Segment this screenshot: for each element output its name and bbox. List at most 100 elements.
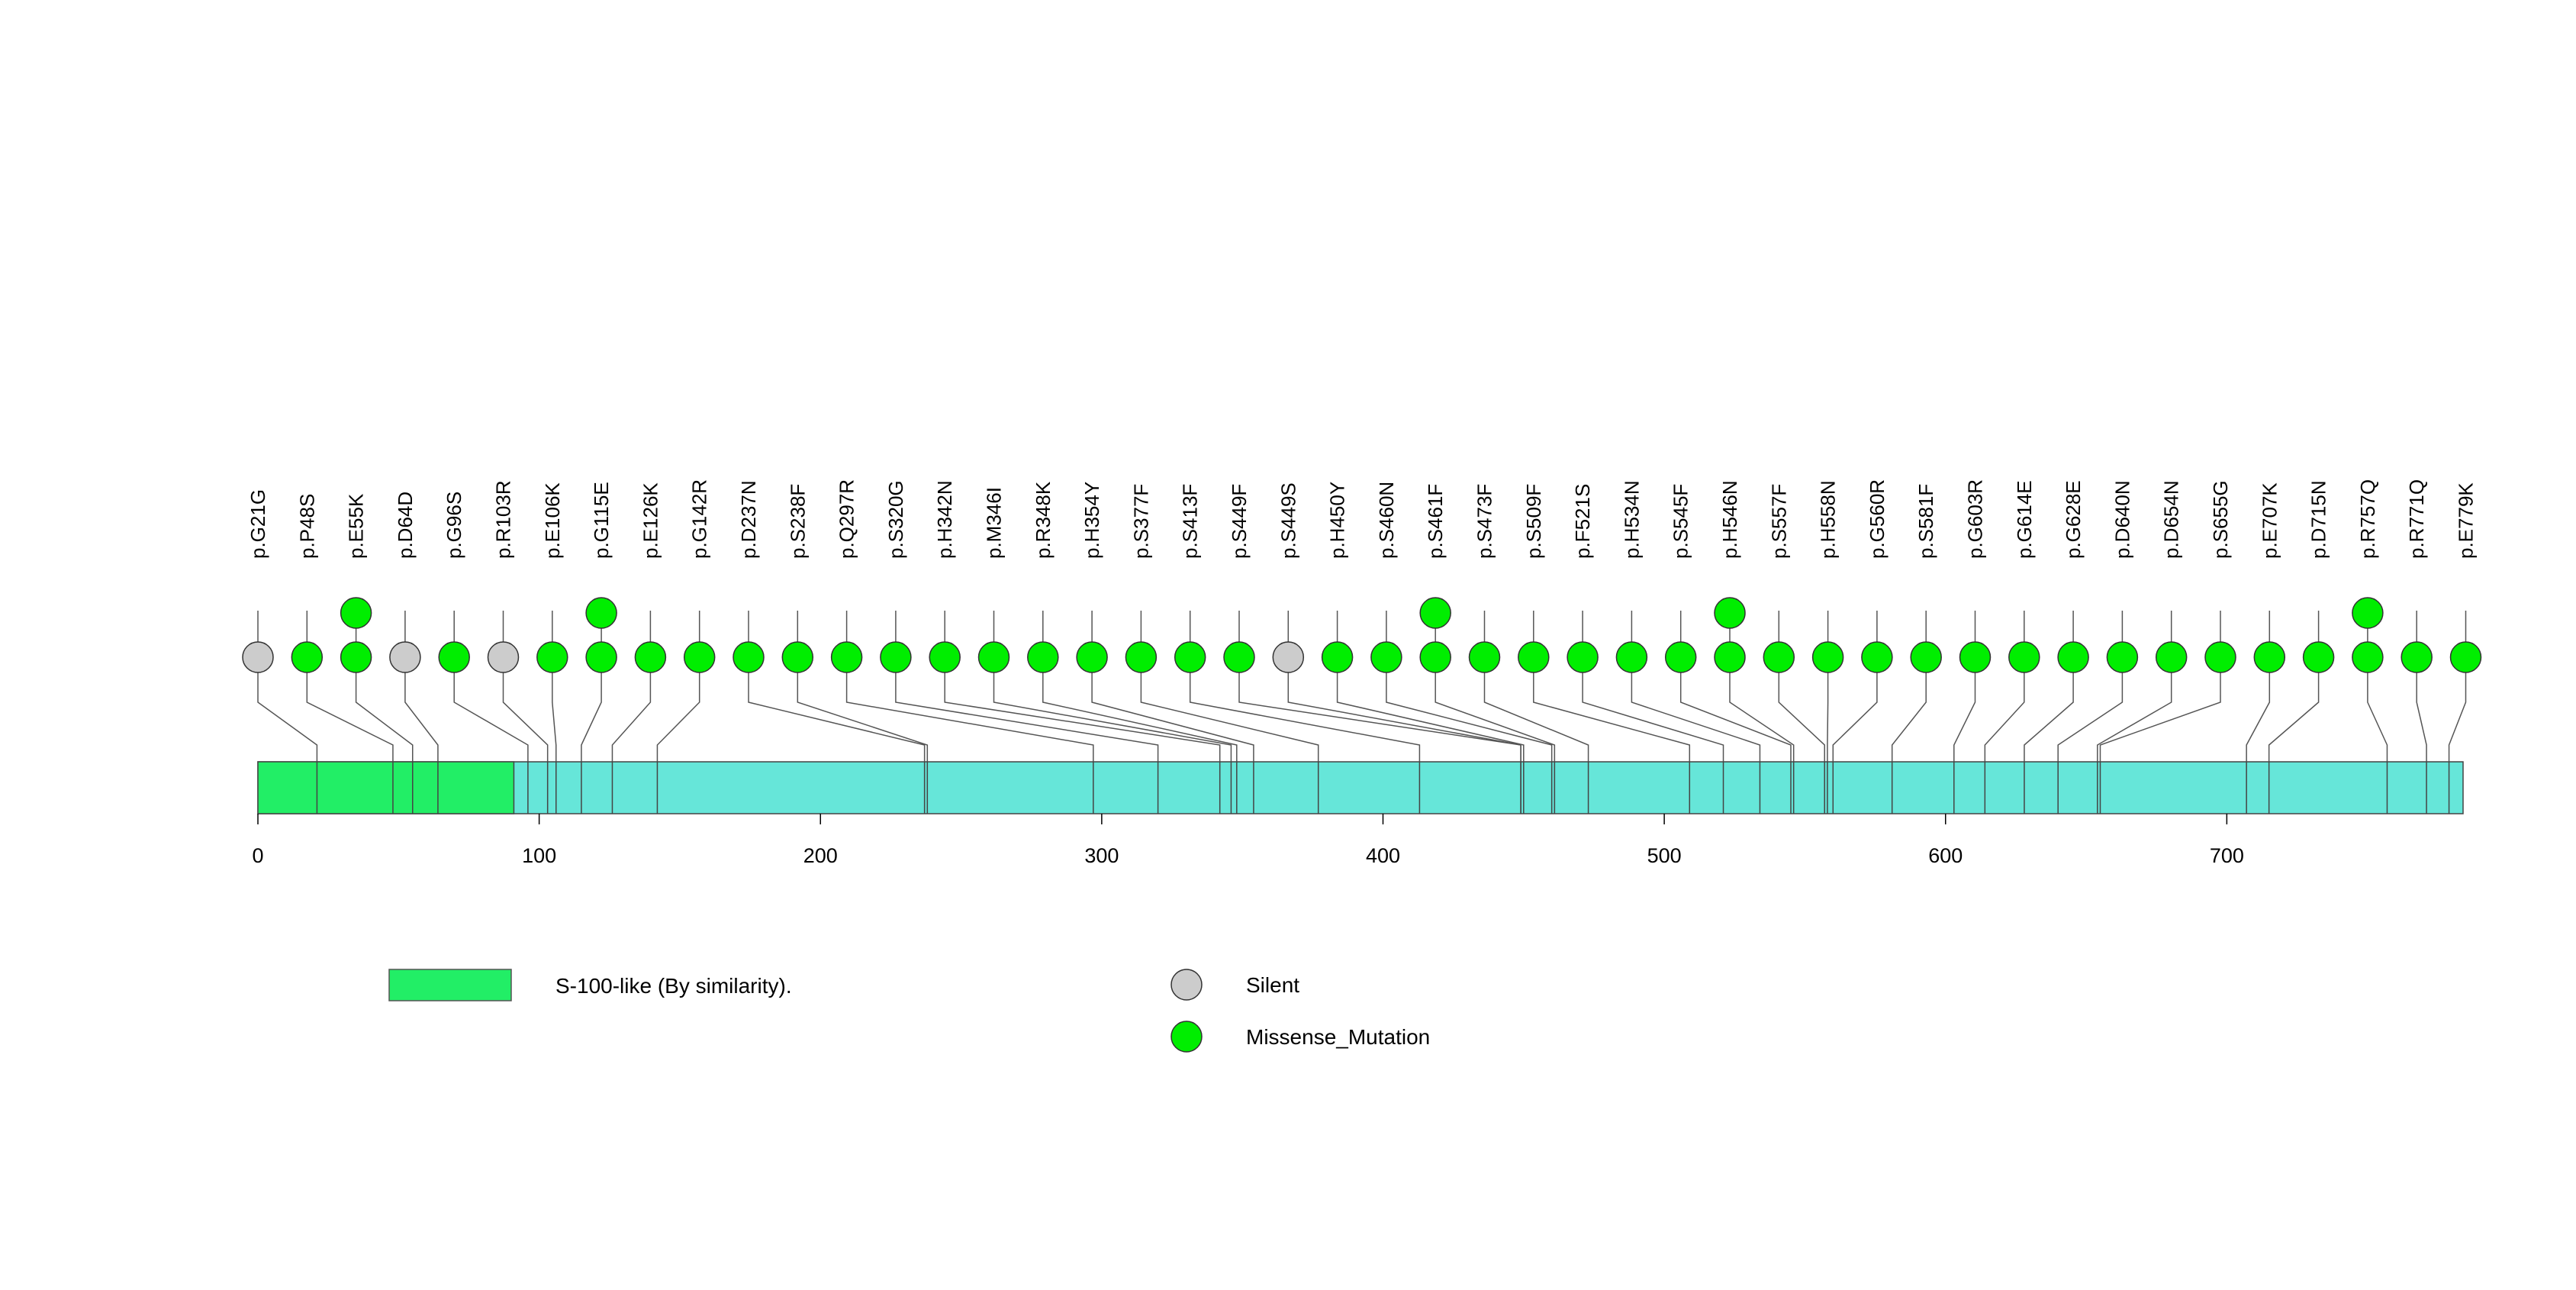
mutation-label-20: p.S449F <box>1228 484 1251 559</box>
x-tick-label-0: 0 <box>252 844 263 867</box>
connector-35 <box>1953 695 1976 762</box>
mutation-label-27: p.F521S <box>1571 484 1594 559</box>
protein-track <box>257 761 2464 814</box>
connector-5 <box>502 695 549 762</box>
mutation-marker-17-0 <box>1076 641 1108 673</box>
connector-42 <box>2268 695 2320 762</box>
mutation-label-28: p.H534N <box>1620 480 1643 559</box>
connector-21 <box>1287 695 1521 762</box>
x-tick-label-6: 600 <box>1928 844 1963 867</box>
mutation-label-4: p.G96S <box>443 492 465 559</box>
x-tick-label-1: 100 <box>522 844 556 867</box>
x-tick-label-5: 500 <box>1647 844 1682 867</box>
mutation-marker-40-0 <box>2204 641 2236 673</box>
connector-6 <box>552 695 557 762</box>
mutation-marker-7-1 <box>585 597 617 629</box>
connector-43 <box>2367 695 2388 762</box>
connector-39 <box>2097 695 2172 762</box>
mutation-label-38: p.D640N <box>2111 480 2133 559</box>
connector-29 <box>1679 695 1792 762</box>
mutation-label-45: p.E779K <box>2455 482 2478 559</box>
mutation-label-34: p.S581F <box>1914 484 1937 559</box>
mutation-label-13: p.S320G <box>884 480 907 559</box>
connector-19 <box>1189 695 1421 762</box>
mutation-label-32: p.H558N <box>1817 480 1840 559</box>
mutation-label-44: p.R771Q <box>2405 479 2428 559</box>
mutation-label-24: p.S461F <box>1424 484 1447 559</box>
mutation-marker-35-0 <box>1959 641 1992 673</box>
mutation-label-15: p.M346I <box>983 487 1006 559</box>
mutation-marker-13-0 <box>880 641 912 673</box>
mutation-marker-21-0 <box>1272 641 1305 673</box>
mutation-marker-4-0 <box>438 641 470 673</box>
mutation-marker-11-0 <box>781 641 814 673</box>
connector-0 <box>257 695 318 762</box>
connector-45 <box>2448 695 2467 762</box>
mutation-marker-1-0 <box>291 641 324 673</box>
connector-20 <box>1238 695 1521 762</box>
mutation-marker-16-0 <box>1027 641 1059 673</box>
mutation-marker-38-0 <box>2106 641 2139 673</box>
mutation-marker-25-0 <box>1468 641 1501 673</box>
mutation-label-17: p.H354Y <box>1080 482 1103 559</box>
domain-0 <box>257 761 515 814</box>
mutation-marker-28-0 <box>1615 641 1648 673</box>
mutation-label-9: p.G142R <box>688 479 711 559</box>
mutation-marker-10-0 <box>733 641 765 673</box>
mutation-marker-39-0 <box>2155 641 2188 673</box>
connector-44 <box>2416 695 2427 762</box>
mutation-marker-41-0 <box>2253 641 2286 673</box>
connector-16 <box>1042 695 1238 762</box>
mutation-marker-23-0 <box>1370 641 1402 673</box>
connector-17 <box>1091 695 1254 762</box>
connector-32 <box>1827 695 1829 762</box>
mutation-marker-19-0 <box>1174 641 1206 673</box>
mutation-label-41: p.E707K <box>2258 482 2281 559</box>
legend-type-marker-0 <box>1170 969 1203 1001</box>
mutation-marker-36-0 <box>2008 641 2040 673</box>
mutation-label-5: p.R103R <box>492 480 515 559</box>
legend-domain-label-0: S-100-like (By similarity). <box>555 974 792 998</box>
mutation-marker-12-0 <box>830 641 863 673</box>
mutation-marker-20-0 <box>1223 641 1255 673</box>
connector-25 <box>1483 695 1589 762</box>
connector-33 <box>1832 695 1878 762</box>
mutation-marker-9-0 <box>683 641 716 673</box>
mutation-label-18: p.S377F <box>1129 484 1152 559</box>
connector-27 <box>1582 695 1724 762</box>
connector-38 <box>2057 695 2124 762</box>
mutation-marker-37-0 <box>2057 641 2089 673</box>
mutation-marker-2-1 <box>340 597 372 629</box>
x-axis: 0 100 200 300 400 500 600 700 <box>252 814 2244 867</box>
connector-7 <box>581 695 602 762</box>
connector-2 <box>355 695 414 762</box>
mutation-marker-0-0 <box>242 641 274 673</box>
connector-31 <box>1778 695 1825 762</box>
legend-type-label-1: Missense_Mutation <box>1246 1025 1430 1049</box>
mutation-marker-24-0 <box>1419 641 1451 673</box>
mutation-label-0: p.G21G <box>246 489 269 559</box>
mutation-marker-7-0 <box>585 641 617 673</box>
x-tick-label-7: 700 <box>2210 844 2244 867</box>
connector-13 <box>895 695 1159 762</box>
mutation-label-35: p.G603R <box>1964 479 1987 559</box>
x-tick-label-4: 400 <box>1366 844 1400 867</box>
mutation-label-14: p.H342N <box>933 480 956 559</box>
mutation-marker-27-0 <box>1567 641 1599 673</box>
mutation-marker-30-1 <box>1714 597 1746 629</box>
mutation-label-37: p.G628E <box>2062 480 2085 559</box>
connector-12 <box>845 695 1094 762</box>
legend: S-100-like (By similarity). Silent Missens… <box>388 969 1430 1053</box>
mutation-label-43: p.R757Q <box>2356 479 2379 559</box>
connector-9 <box>656 695 700 762</box>
mutation-label-22: p.H450Y <box>1326 482 1349 559</box>
mutation-label-7: p.G115E <box>590 482 613 559</box>
mutation-label-26: p.S509F <box>1522 484 1545 559</box>
mutation-marker-30-0 <box>1714 641 1746 673</box>
mutation-marker-15-0 <box>977 641 1010 673</box>
connector-15 <box>993 695 1232 762</box>
connector-28 <box>1631 695 1761 762</box>
mutation-marker-31-0 <box>1763 641 1795 673</box>
mutation-label-40: p.S655G <box>2209 480 2232 559</box>
legend-type-marker-1 <box>1170 1021 1203 1053</box>
